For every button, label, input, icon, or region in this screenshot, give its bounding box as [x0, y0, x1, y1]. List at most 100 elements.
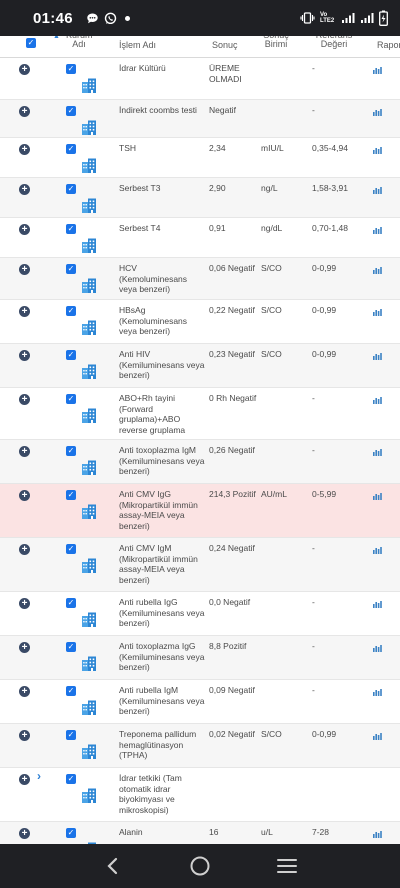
report-chart-icon[interactable]	[373, 546, 382, 554]
select-all-checkbox[interactable]: ✓	[26, 38, 36, 48]
recents-button[interactable]	[273, 852, 301, 880]
expand-row-button[interactable]: +	[19, 306, 30, 317]
row-checkbox[interactable]: ✓	[66, 544, 76, 554]
report-chart-icon[interactable]	[373, 688, 382, 696]
row-checkbox[interactable]: ✓	[66, 828, 76, 838]
institution-building-icon[interactable]	[81, 460, 97, 475]
header-sonuc[interactable]: Sonuç	[212, 40, 238, 50]
report-chart-icon[interactable]	[373, 830, 382, 838]
expand-row-button[interactable]: +	[19, 106, 30, 117]
report-chart-icon[interactable]	[373, 66, 382, 74]
expand-row-button[interactable]: +	[19, 64, 30, 75]
table-row[interactable]: + ✓ Serbest T3 2,90 ng/L 1,58-3,91	[0, 178, 400, 218]
table-row[interactable]: + ✓ Anti rubella IgM (Kemiluminesans veya …	[0, 680, 400, 724]
institution-building-icon[interactable]	[81, 364, 97, 379]
report-chart-icon[interactable]	[373, 448, 382, 456]
row-checkbox[interactable]: ✓	[66, 106, 76, 116]
institution-building-icon[interactable]	[81, 744, 97, 759]
institution-building-icon[interactable]	[81, 656, 97, 671]
expand-row-button[interactable]: +	[19, 774, 30, 785]
row-checkbox[interactable]: ✓	[66, 598, 76, 608]
expand-row-button[interactable]: +	[19, 184, 30, 195]
report-chart-icon[interactable]	[373, 308, 382, 316]
institution-building-icon[interactable]	[81, 238, 97, 253]
row-checkbox[interactable]: ✓	[66, 394, 76, 404]
table-row[interactable]: + ✓ Anti toxoplazma IgM (Kemiluminesans ve…	[0, 440, 400, 484]
institution-building-icon[interactable]	[81, 700, 97, 715]
header-islem-adi[interactable]: İşlem Adı	[119, 40, 157, 50]
institution-building-icon[interactable]	[81, 278, 97, 293]
institution-building-icon[interactable]	[81, 120, 97, 135]
home-button[interactable]	[186, 852, 214, 880]
expand-row-button[interactable]: +	[19, 394, 30, 405]
report-chart-icon[interactable]	[373, 396, 382, 404]
table-row[interactable]: + ✓ İndirekt coombs testi Negatif -	[0, 100, 400, 138]
report-chart-icon[interactable]	[373, 186, 382, 194]
institution-building-icon[interactable]	[81, 78, 97, 93]
report-chart-icon[interactable]	[373, 492, 382, 500]
back-button[interactable]	[99, 852, 127, 880]
institution-building-icon[interactable]	[81, 504, 97, 519]
row-checkbox[interactable]: ✓	[66, 350, 76, 360]
header-kurum-adi[interactable]: Kurum Adı	[66, 36, 93, 49]
table-row[interactable]: + ✓ Anti rubella IgG (Kemiluminesans veya …	[0, 592, 400, 636]
row-checkbox[interactable]: ✓	[66, 490, 76, 500]
report-chart-icon[interactable]	[373, 732, 382, 740]
expand-row-button[interactable]: +	[19, 144, 30, 155]
table-row[interactable]: + ✓ HBsAg (Kemoluminesans veya benzeri) 0,2…	[0, 300, 400, 344]
institution-building-icon[interactable]	[81, 320, 97, 335]
table-row[interactable]: + ✓ Alanin 16 u/L 7-28	[0, 822, 400, 844]
header-referans-degeri[interactable]: Referans Değeri	[316, 36, 353, 49]
expand-row-button[interactable]: +	[19, 544, 30, 555]
row-checkbox[interactable]: ✓	[66, 730, 76, 740]
table-row[interactable]: + › ✓ İdrar tetkiki (Tam otomatik idrar biy…	[0, 768, 400, 822]
expand-row-button[interactable]: +	[19, 490, 30, 501]
institution-building-icon[interactable]	[81, 612, 97, 627]
table-row[interactable]: + ✓ İdrar Kültürü ÜREME OLMADI -	[0, 58, 400, 100]
row-checkbox[interactable]: ✓	[66, 184, 76, 194]
institution-building-icon[interactable]	[81, 408, 97, 423]
row-checkbox[interactable]: ✓	[66, 686, 76, 696]
expand-row-button[interactable]: +	[19, 686, 30, 697]
expand-row-button[interactable]: +	[19, 730, 30, 741]
institution-building-icon[interactable]	[81, 158, 97, 173]
expand-row-button[interactable]: +	[19, 264, 30, 275]
table-row[interactable]: + ✓ HCV (Kemoluminesans veya benzeri) 0,06 …	[0, 258, 400, 300]
row-checkbox[interactable]: ✓	[66, 774, 76, 784]
expand-row-button[interactable]: +	[19, 598, 30, 609]
report-chart-icon[interactable]	[373, 600, 382, 608]
report-chart-icon[interactable]	[373, 266, 382, 274]
table-row[interactable]: + ✓ Treponema pallidum hemaglütinasyon (TP…	[0, 724, 400, 768]
row-checkbox[interactable]: ✓	[66, 642, 76, 652]
institution-building-icon[interactable]	[81, 842, 97, 844]
table-row[interactable]: + ✓ Anti CMV IgG (Mikropartikül immün assa…	[0, 484, 400, 538]
table-row[interactable]: + ✓ Anti CMV IgM (Mikropartikül immün assa…	[0, 538, 400, 592]
table-row[interactable]: + ✓ ABO+Rh tayini (Forward gruplama)+ABO r…	[0, 388, 400, 440]
expand-row-button[interactable]: +	[19, 224, 30, 235]
expand-row-button[interactable]: +	[19, 350, 30, 361]
sort-up-icon[interactable]: ▲	[53, 36, 60, 40]
report-chart-icon[interactable]	[373, 644, 382, 652]
institution-building-icon[interactable]	[81, 198, 97, 213]
row-checkbox[interactable]: ✓	[66, 446, 76, 456]
expand-row-button[interactable]: +	[19, 642, 30, 653]
header-sonuc-birimi[interactable]: Sonuç Birimi	[263, 36, 289, 49]
row-checkbox[interactable]: ✓	[66, 264, 76, 274]
row-checkbox[interactable]: ✓	[66, 144, 76, 154]
row-checkbox[interactable]: ✓	[66, 306, 76, 316]
report-chart-icon[interactable]	[373, 226, 382, 234]
table-row[interactable]: + ✓ Anti toxoplazma IgG (Kemiluminesans ve…	[0, 636, 400, 680]
expand-row-button[interactable]: +	[19, 828, 30, 839]
report-chart-icon[interactable]	[373, 146, 382, 154]
table-row[interactable]: + ✓ Anti HIV (Kemiluminesans veya benzeri)…	[0, 344, 400, 388]
chevron-right-icon[interactable]: ›	[37, 769, 41, 783]
report-chart-icon[interactable]	[373, 352, 382, 360]
row-checkbox[interactable]: ✓	[66, 224, 76, 234]
header-rapor[interactable]: Rapor	[377, 40, 400, 50]
table-row[interactable]: + ✓ TSH 2,34 mIU/L 0,35-4,94	[0, 138, 400, 178]
institution-building-icon[interactable]	[81, 788, 97, 803]
table-row[interactable]: + ✓ Serbest T4 0,91 ng/dL 0,70-1,48	[0, 218, 400, 258]
row-checkbox[interactable]: ✓	[66, 64, 76, 74]
report-chart-icon[interactable]	[373, 108, 382, 116]
institution-building-icon[interactable]	[81, 558, 97, 573]
